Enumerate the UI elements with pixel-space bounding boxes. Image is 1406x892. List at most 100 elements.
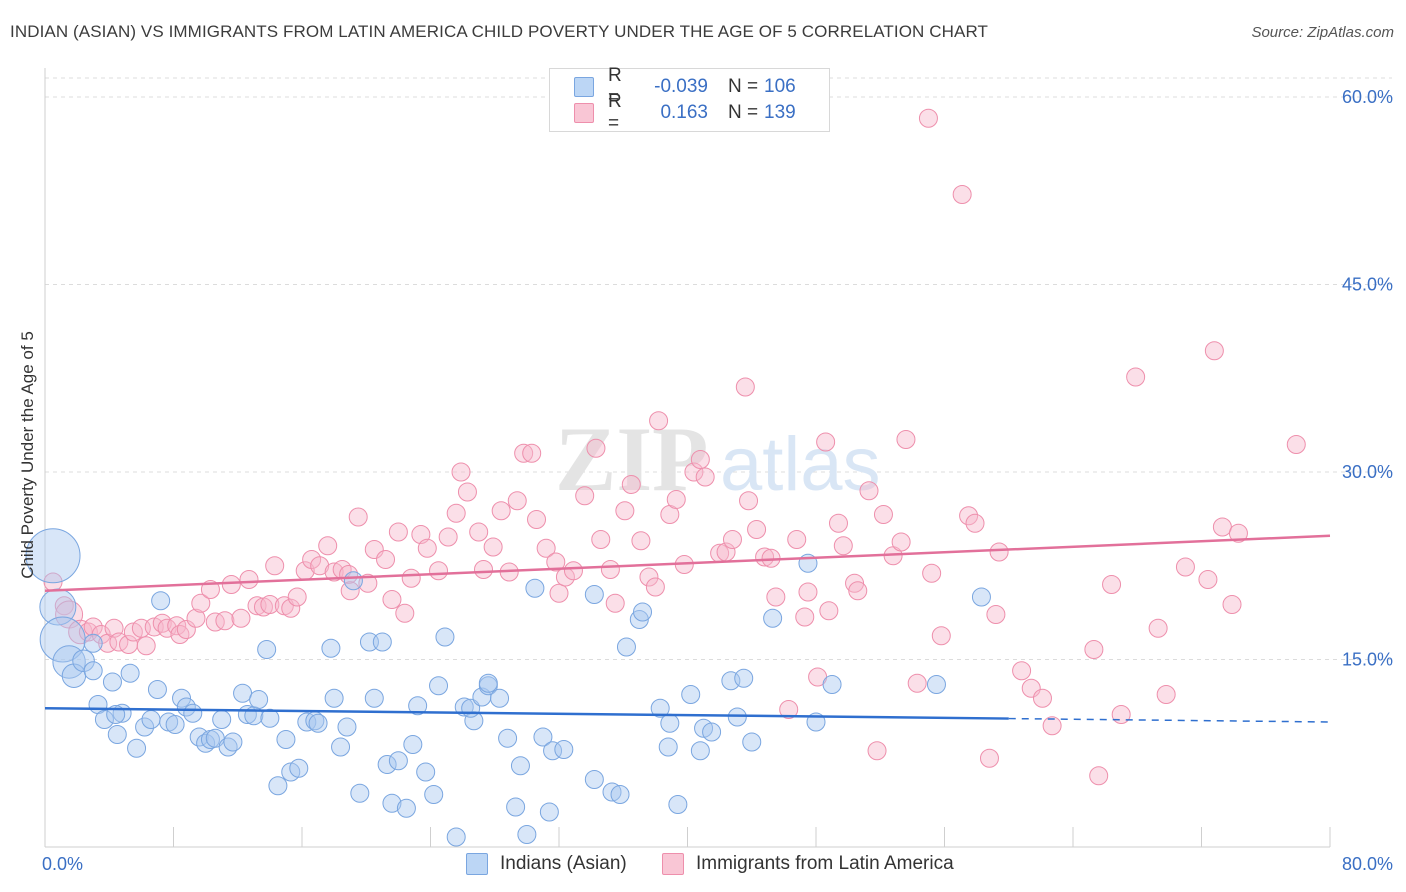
chart-title: INDIAN (ASIAN) VS IMMIGRANTS FROM LATIN … <box>10 22 989 41</box>
data-point-latin-america <box>417 538 437 558</box>
data-point-latin-america <box>221 575 241 594</box>
x-tick-label: 80.0% <box>1342 854 1393 874</box>
y-tick-label: 15.0% <box>1342 650 1393 670</box>
data-point-latin-america <box>766 587 786 607</box>
data-point-indian-asian <box>268 776 288 796</box>
data-point-latin-america <box>605 593 625 613</box>
data-point-latin-america <box>186 608 206 628</box>
data-point-latin-america <box>1222 595 1242 614</box>
data-point-indian-asian <box>382 793 402 813</box>
data-point-indian-asian <box>658 737 678 757</box>
data-point-latin-america <box>575 486 595 506</box>
data-point-latin-america <box>1042 716 1062 736</box>
data-point-latin-america <box>918 108 938 128</box>
data-point-indian-asian <box>742 732 762 752</box>
data-point-indian-asian <box>822 675 842 694</box>
data-point-latin-america <box>287 587 307 607</box>
data-point-indian-asian <box>321 638 341 658</box>
data-point-latin-america <box>952 185 972 204</box>
data-point-latin-america <box>1126 367 1146 387</box>
data-point-indian-asian <box>135 717 155 737</box>
data-point-latin-america <box>136 636 156 656</box>
data-point-indian-asian <box>107 725 127 744</box>
legend-r-label: R = <box>608 91 622 134</box>
data-point-latin-america <box>896 430 916 449</box>
data-point-latin-america <box>873 505 893 524</box>
legend-n-value: 106 <box>764 76 796 97</box>
data-point-indian-asian <box>424 785 444 804</box>
data-point-indian-asian <box>506 797 526 817</box>
data-point-latin-america <box>1204 341 1224 361</box>
data-point-indian-asian <box>584 770 604 789</box>
data-point-indian-asian <box>510 756 530 776</box>
data-point-latin-america <box>1084 640 1104 659</box>
data-point-indian-asian <box>681 685 701 704</box>
data-point-indian-asian <box>660 713 680 733</box>
data-point-indian-asian <box>233 683 253 703</box>
data-point-latin-america <box>1175 557 1195 577</box>
data-point-indian-asian <box>734 668 754 688</box>
data-point-indian-asian <box>165 715 185 734</box>
bottom-legend-label: Immigrants from Latin America <box>696 853 954 874</box>
tick-labels: 15.0% 30.0% 45.0% 60.0% 0.0% 80.0% <box>42 87 1393 874</box>
data-point-latin-america <box>779 700 799 719</box>
data-point-latin-america <box>491 501 511 521</box>
data-point-indian-asian <box>120 663 140 683</box>
data-point-indian-asian <box>517 825 537 844</box>
data-point-latin-america <box>1156 685 1176 704</box>
data-point-latin-america <box>979 748 999 768</box>
latin-america-points <box>43 108 1306 786</box>
data-point-latin-america <box>451 462 471 482</box>
data-point-latin-america <box>989 542 1009 562</box>
data-point-indian-asian <box>212 710 232 729</box>
data-point-latin-america <box>798 582 818 602</box>
y-tick-label: 45.0% <box>1342 275 1393 295</box>
legend-swatch-blue <box>574 77 594 97</box>
data-point-latin-america <box>1286 435 1306 454</box>
watermark-atlas: atlas <box>720 422 881 507</box>
data-point-indian-asian <box>429 676 449 696</box>
data-point-indian-asian <box>249 690 269 709</box>
data-point-latin-america <box>600 560 620 579</box>
data-point-latin-america <box>376 550 396 569</box>
legend-row-latin-america: R = 0.163 N = 139 <box>574 91 796 134</box>
data-point-indian-asian <box>554 740 574 759</box>
data-point-latin-america <box>281 598 301 618</box>
data-point-indian-asian <box>337 717 357 737</box>
data-point-indian-asian <box>539 802 559 822</box>
data-point-indian-asian <box>151 591 171 611</box>
data-point-latin-america <box>735 377 755 397</box>
data-point-indian-asian <box>25 528 81 584</box>
data-point-indian-asian <box>533 727 553 747</box>
y-axis-label: Child Poverty Under the Age of 5 <box>18 331 37 579</box>
bottom-legend-swatch-blue <box>466 853 488 875</box>
legend-r-value: 0.163 <box>660 102 708 123</box>
data-point-latin-america <box>382 590 402 609</box>
data-point-indian-asian <box>141 710 161 729</box>
legend-n-value: 139 <box>764 102 796 123</box>
data-point-latin-america <box>1212 517 1232 537</box>
data-point-indian-asian <box>257 640 277 659</box>
data-point-latin-america <box>1198 570 1218 589</box>
data-point-latin-america <box>239 570 259 589</box>
y-tick-label: 60.0% <box>1342 87 1393 107</box>
data-point-indian-asian <box>52 645 86 679</box>
data-point-latin-america <box>591 530 611 549</box>
data-point-indian-asian <box>416 762 436 782</box>
data-point-latin-america <box>176 620 196 639</box>
legend-n-label: N = <box>728 102 759 123</box>
data-point-latin-america <box>469 522 489 542</box>
data-point-latin-america <box>429 561 449 581</box>
data-point-indian-asian <box>289 758 309 778</box>
data-point-indian-asian <box>331 737 351 757</box>
data-point-latin-america <box>922 563 942 583</box>
data-point-indian-asian <box>650 698 670 718</box>
data-point-latin-america <box>848 581 868 601</box>
data-point-indian-asian <box>364 688 384 708</box>
data-point-latin-america <box>795 607 815 627</box>
data-point-latin-america <box>401 568 421 588</box>
data-point-indian-asian <box>127 738 147 758</box>
legend-r-value: -0.039 <box>654 76 708 97</box>
data-point-indian-asian <box>971 587 991 607</box>
data-point-latin-america <box>302 550 322 569</box>
